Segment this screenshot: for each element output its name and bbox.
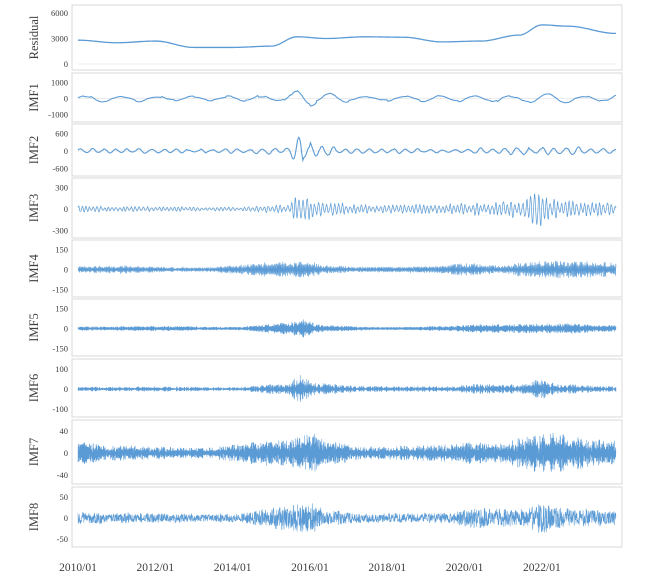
y-axis-label: IMF6 [27,374,41,402]
series-imf7 [77,432,617,472]
x-tick-label: 2016/01 [291,562,329,574]
y-tick-label: 6000 [51,8,68,18]
panel-frame [71,4,623,71]
panel-frame [71,72,623,123]
panel-frame [71,419,623,485]
panel-frame [71,123,623,177]
y-axis-label: IMF3 [27,194,41,222]
y-axis-label: IMF5 [27,313,41,341]
y-tick-label: 0 [64,265,68,275]
y-tick-label: 0 [64,59,68,69]
panel-frame [71,486,623,548]
y-axis-label: IMF7 [27,438,41,466]
series-residual [77,24,617,49]
x-tick-label: 2014/01 [214,562,252,574]
y-tick-label: 0 [64,146,68,156]
y-tick-label: 40 [60,426,69,436]
x-tick-label: 2022/01 [523,562,561,574]
y-axis-label: IMF8 [27,503,41,531]
series-imf2 [77,136,617,163]
y-axis-label: IMF1 [27,83,41,111]
x-tick-label: 2012/01 [136,562,174,574]
y-tick-label: 0 [64,513,68,523]
panel-imf6: -100 0 100 IMF6 [27,358,623,418]
series-imf4 [77,260,617,279]
y-tick-label: -50 [57,534,68,544]
y-tick-label: 300 [55,182,68,192]
y-tick-label: -150 [52,285,68,295]
series-imf3 [77,193,617,227]
y-tick-label: 150 [55,303,68,313]
y-tick-label: 50 [60,492,69,502]
y-axis-label: IMF2 [27,136,41,164]
y-tick-label: 1000 [51,78,68,88]
series-imf6 [77,375,617,402]
series-imf8 [77,503,617,533]
y-axis-label: IMF4 [27,254,41,283]
y-axis-label: Residual [27,15,41,59]
y-tick-label: -40 [57,470,68,480]
y-tick-label: -150 [52,344,68,354]
panel-imf7: -40 0 40 IMF7 [27,419,623,485]
x-tick-label: 2020/01 [446,562,484,574]
panel-frame [71,358,623,418]
y-tick-label: 0 [64,94,68,104]
panel-frame [71,177,623,239]
panel-imf1: -1000 0 1000 IMF1 [27,72,623,123]
x-tick-label: 2010/01 [59,562,97,574]
y-tick-label: -300 [52,226,68,236]
panel-imf4: -150 0 150 IMF4 [27,239,623,298]
panel-imf8: -50 0 50 IMF8 [27,486,623,548]
y-tick-label: 0 [64,448,68,458]
y-tick-label: -600 [52,164,68,174]
series-imf1 [77,89,617,107]
panel-frame [71,239,623,298]
series-imf5 [77,319,617,338]
y-tick-label: 0 [64,324,68,334]
y-tick-label: -1000 [48,109,68,119]
y-tick-label: 600 [55,128,68,138]
y-tick-label: 150 [55,244,68,254]
y-tick-label: 0 [64,204,68,214]
panel-imf5: -150 0 150 IMF5 [27,298,623,357]
y-tick-label: 0 [64,384,68,394]
panel-imf3: -300 0 300 IMF3 [27,177,623,239]
y-tick-label: -100 [52,404,68,414]
x-axis: 2010/01 2012/01 2014/01 2016/01 2018/01 2020/… [59,562,561,574]
panel-frame [71,298,623,357]
y-tick-label: 100 [55,364,68,374]
x-tick-label: 2018/01 [368,562,406,574]
panel-imf2: -600 0 600 IMF2 [27,123,623,177]
y-tick-label: 3000 [51,34,68,44]
panel-residual: 0 3000 6000 Residual [27,4,623,71]
